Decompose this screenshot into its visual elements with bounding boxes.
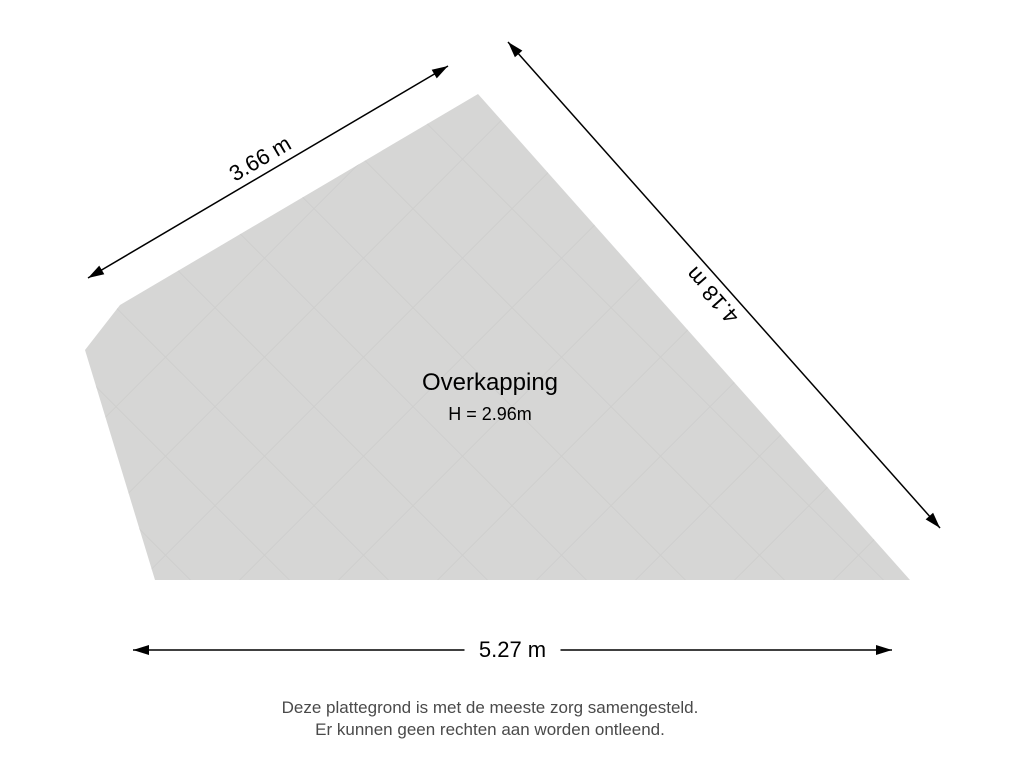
dimension-label: 3.66 m (225, 131, 296, 187)
shape-height-label: H = 2.96m (448, 404, 532, 424)
dimension-bottom: 5.27 m (133, 637, 892, 662)
floorplan-canvas: 3.66 m4.18 m5.27 m Overkapping H = 2.96m… (0, 0, 1024, 768)
footer-line-2: Er kunnen geen rechten aan worden ontlee… (315, 720, 665, 739)
floorplan-shape (85, 94, 910, 580)
dimension-label: 5.27 m (479, 637, 546, 662)
shape-title: Overkapping (422, 369, 558, 396)
footer-line-1: Deze plattegrond is met de meeste zorg s… (282, 698, 699, 717)
